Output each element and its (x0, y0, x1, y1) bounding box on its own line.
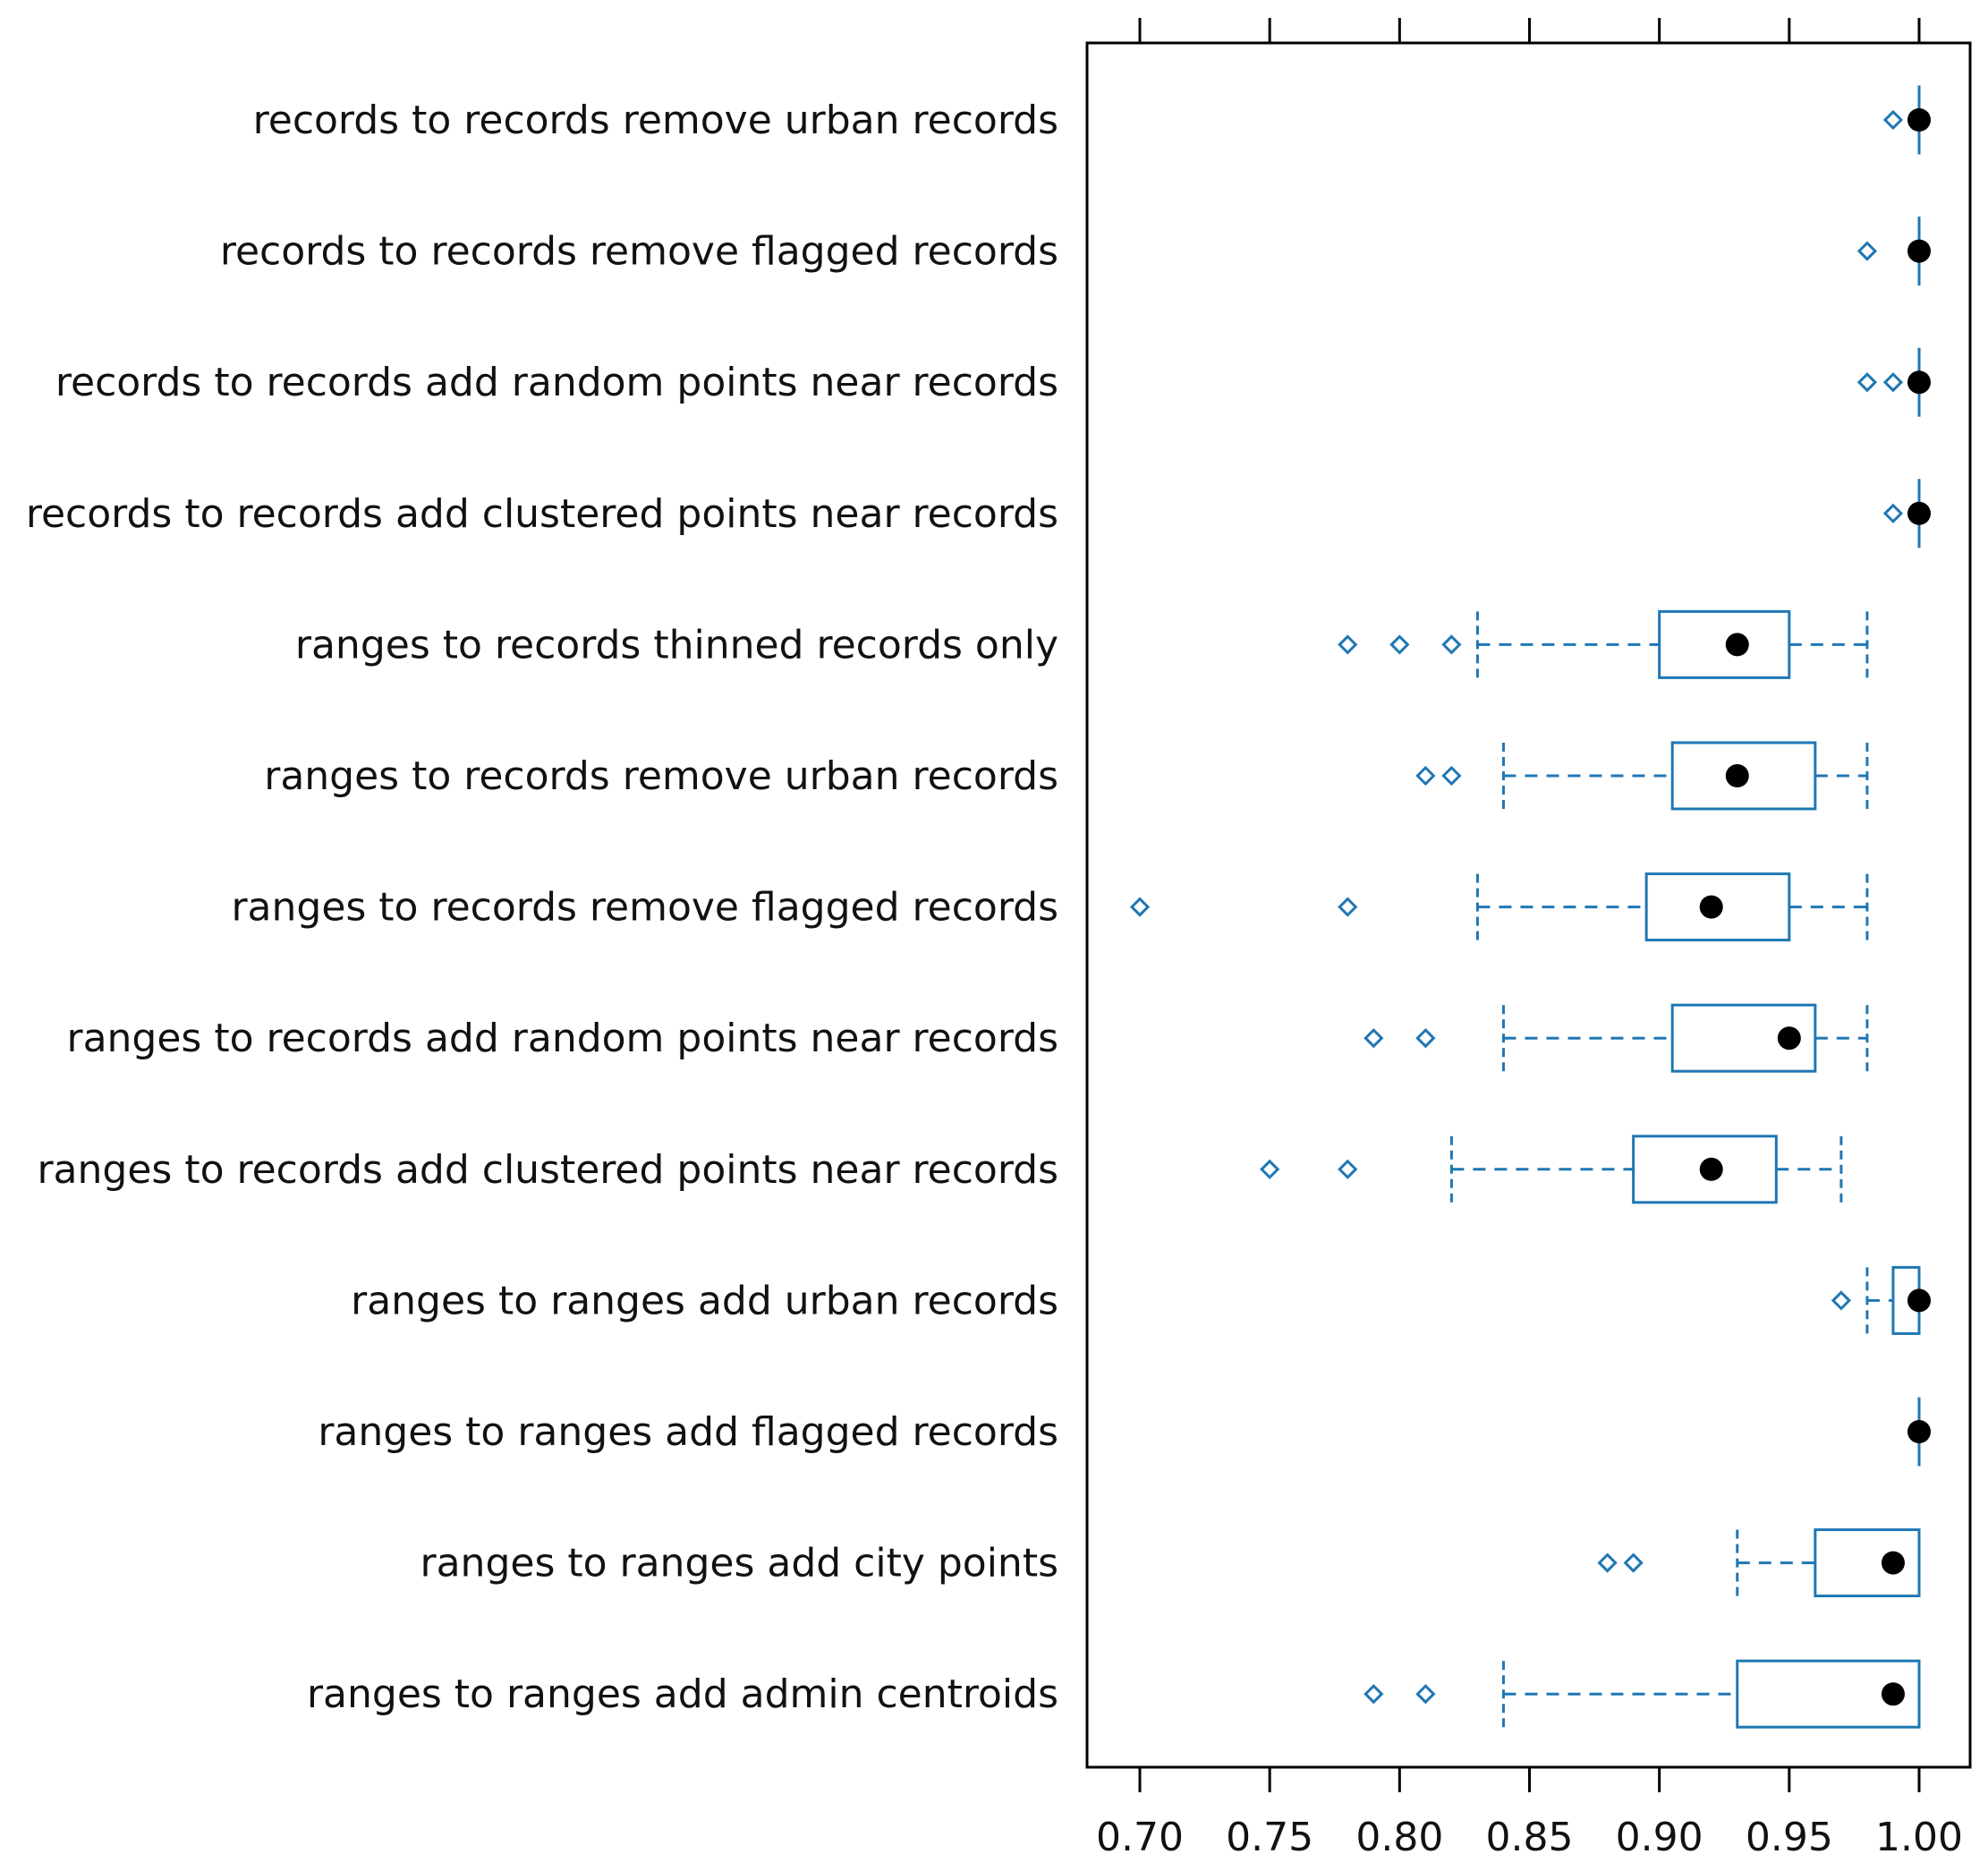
median-point (1907, 501, 1931, 525)
median-point (1907, 108, 1931, 132)
outlier-point (1882, 109, 1904, 131)
median-point (1907, 370, 1931, 395)
x-tick-label: 0.70 (1096, 1815, 1184, 1860)
median-point (1725, 764, 1749, 787)
iqr-box (1736, 1659, 1921, 1729)
box-row (1364, 1659, 1921, 1729)
outlier-point (1364, 1028, 1384, 1049)
iqr-box (1670, 1003, 1817, 1073)
plot-layer (1129, 85, 1931, 1729)
outlier-point (1415, 1028, 1436, 1049)
box-row (1882, 85, 1931, 155)
box-row (1597, 1528, 1921, 1598)
category-label: ranges to ranges add city points (421, 1541, 1059, 1586)
category-label: ranges to ranges add flagged records (318, 1409, 1058, 1455)
outlier-point (1882, 503, 1904, 523)
category-label: ranges to records remove urban records (264, 753, 1058, 799)
outlier-point (1415, 1684, 1436, 1705)
box-row (1260, 1135, 1843, 1204)
box-row (1338, 609, 1869, 679)
outlier-point (1441, 634, 1462, 655)
category-label: ranges to records add clustered points n… (37, 1147, 1058, 1193)
box-row (1882, 479, 1931, 549)
outlier-point (1338, 897, 1358, 917)
axis-layer: 0.70 0.75 0.80 0.85 0.90 0.95 1.00 (1085, 18, 1972, 1860)
outlier-point (1882, 372, 1904, 393)
category-label: records to records remove flagged record… (220, 229, 1058, 275)
iqr-box (1644, 872, 1791, 942)
outlier-point (1260, 1159, 1280, 1179)
outlier-point (1856, 372, 1878, 393)
median-point (1881, 1682, 1905, 1706)
x-tick-label: 0.80 (1355, 1815, 1443, 1860)
category-label: records to records remove urban records (253, 98, 1058, 143)
x-tick-label: 0.90 (1616, 1815, 1703, 1860)
iqr-box (1814, 1528, 1921, 1598)
box-row (1856, 217, 1931, 286)
box-row (1129, 872, 1869, 942)
category-label: records to records add clustered points … (26, 491, 1058, 537)
outlier-point (1364, 1684, 1384, 1705)
box-row (1831, 1265, 1931, 1335)
iqr-box (1670, 741, 1817, 811)
outlier-point (1597, 1552, 1618, 1573)
median-point (1881, 1551, 1905, 1575)
median-point (1699, 895, 1723, 919)
box-row (1856, 347, 1931, 417)
median-point (1777, 1026, 1801, 1050)
box-row (1907, 1397, 1931, 1467)
outlier-point (1856, 241, 1878, 261)
median-point (1699, 1157, 1723, 1181)
category-label: ranges to records thinned records only (295, 622, 1058, 668)
median-point (1907, 1420, 1931, 1443)
iqr-box (1632, 1135, 1778, 1204)
category-label: ranges to records add random points near… (66, 1016, 1058, 1061)
category-label: records to records add random points nea… (55, 360, 1058, 405)
iqr-box (1658, 609, 1791, 679)
category-label: ranges to ranges add admin centroids (307, 1671, 1058, 1717)
median-point (1907, 239, 1931, 263)
outlier-point (1623, 1552, 1644, 1573)
outlier-point (1441, 765, 1462, 787)
x-tick-label: 1.00 (1875, 1815, 1963, 1860)
outlier-point (1129, 897, 1151, 917)
median-point (1725, 633, 1749, 657)
category-label: ranges to records remove flagged records (231, 885, 1058, 931)
x-tick-label: 0.75 (1226, 1815, 1313, 1860)
outlier-point (1415, 765, 1436, 787)
outlier-point (1338, 634, 1358, 655)
box-row (1364, 1003, 1869, 1073)
category-labels: records to records remove urban records r… (26, 98, 1058, 1717)
outlier-point (1831, 1290, 1852, 1311)
category-label: ranges to ranges add urban records (351, 1278, 1058, 1323)
x-tick-label: 0.95 (1746, 1815, 1833, 1860)
outlier-point (1338, 1159, 1358, 1179)
median-point (1907, 1288, 1931, 1313)
x-tick-label: 0.85 (1486, 1815, 1574, 1860)
outlier-point (1389, 634, 1410, 655)
box-row (1415, 741, 1869, 811)
